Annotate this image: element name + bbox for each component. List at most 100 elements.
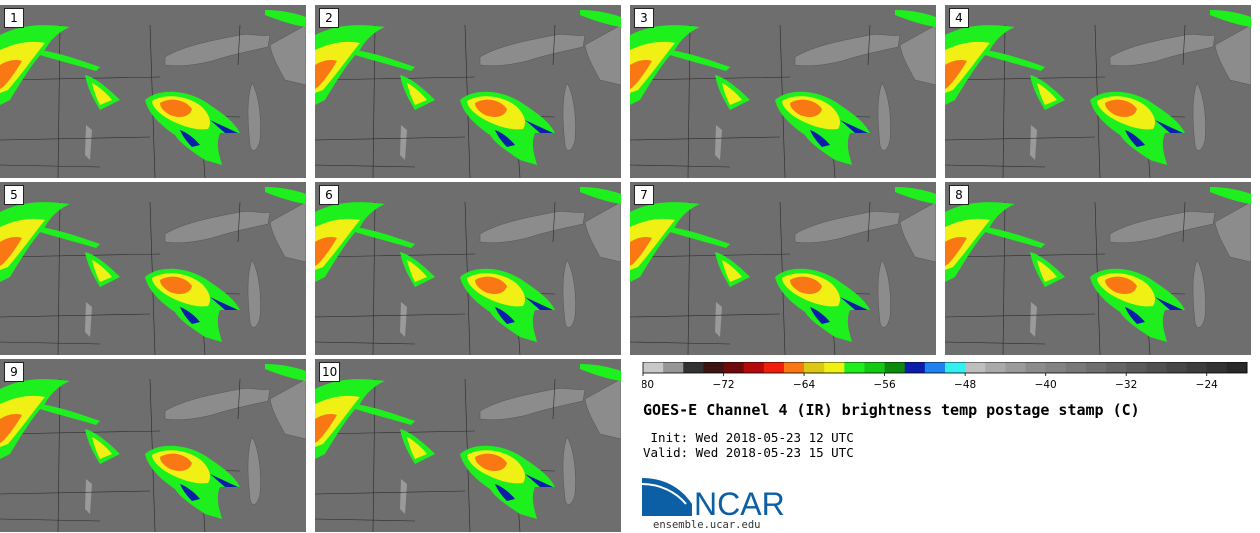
lake-superior xyxy=(479,211,586,244)
colorbar-segment xyxy=(1106,362,1127,373)
colorbar-segment xyxy=(1005,362,1027,373)
lake-michigan xyxy=(562,82,576,151)
colorbar-segment xyxy=(743,362,765,373)
colorbar-tick-label: −80 xyxy=(642,379,654,391)
lake-superior xyxy=(164,34,271,67)
lake-huron xyxy=(269,201,306,263)
lake-superior xyxy=(794,34,901,67)
lake-superior xyxy=(1109,211,1216,244)
panel-number-label: 8 xyxy=(949,185,969,205)
colorbar-segment xyxy=(663,362,684,373)
lake-small xyxy=(715,302,722,337)
colorbar-segment xyxy=(1065,362,1087,373)
panel-number-label: 1 xyxy=(4,8,24,28)
lake-huron xyxy=(899,201,936,263)
postage-stamp-panel: 7 xyxy=(630,182,936,355)
colorbar: −80−72−64−56−48−40−32−24−16−808162432 xyxy=(642,362,1248,391)
colorbar-segment xyxy=(1186,362,1208,373)
postage-stamp-panel: 5 xyxy=(0,182,306,355)
lake-michigan xyxy=(562,436,576,505)
colorbar-segment xyxy=(1025,362,1047,373)
lake-huron xyxy=(269,378,306,440)
colorbar-segment xyxy=(844,362,865,373)
postage-stamp-panel: 8 xyxy=(945,182,1251,355)
colorbar-segment xyxy=(763,362,785,373)
colorbar-segment xyxy=(1045,362,1067,373)
ncar-logo: NCAR xyxy=(642,478,785,518)
panel-number-label: 10 xyxy=(319,362,341,382)
lake-michigan xyxy=(247,259,261,328)
init-time: Init: Wed 2018-05-23 12 UTC xyxy=(643,430,854,445)
lake-huron xyxy=(1214,201,1251,263)
lake-small xyxy=(400,302,407,337)
postage-stamp-panel: 6 xyxy=(315,182,621,355)
colorbar-segment xyxy=(945,362,966,373)
colorbar-tick-label: −48 xyxy=(954,379,976,391)
lake-superior xyxy=(479,388,586,421)
colorbar-segment xyxy=(884,362,906,373)
lake-small xyxy=(715,125,722,160)
colorbar-segment xyxy=(723,362,745,373)
colorbar-segment xyxy=(1146,362,1167,373)
lake-small xyxy=(400,479,407,514)
ncar-logo-swoosh xyxy=(642,478,692,516)
panel-number-label: 7 xyxy=(634,185,654,205)
website-url: ensemble.ucar.edu xyxy=(653,519,761,531)
lake-michigan xyxy=(247,436,261,505)
lake-michigan xyxy=(877,259,891,328)
colorbar-segment xyxy=(965,362,986,373)
colorbar-tick-label: −64 xyxy=(793,379,815,391)
lake-superior xyxy=(479,34,586,67)
lake-small xyxy=(1030,125,1037,160)
colorbar-segment xyxy=(804,362,825,373)
valid-time: Valid: Wed 2018-05-23 15 UTC xyxy=(643,445,854,460)
colorbar-tick-label: −72 xyxy=(712,379,734,391)
panel-number-label: 5 xyxy=(4,185,24,205)
colorbar-segment xyxy=(1126,362,1147,373)
figure-title: GOES-E Channel 4 (IR) brightness temp po… xyxy=(643,401,1140,419)
lake-small xyxy=(85,125,92,160)
lake-small xyxy=(400,125,407,160)
lake-michigan xyxy=(1192,82,1206,151)
panel-number-label: 2 xyxy=(319,8,339,28)
postage-stamp-panel: 1 xyxy=(0,5,306,178)
lake-michigan xyxy=(562,259,576,328)
lake-small xyxy=(1030,302,1037,337)
lake-huron xyxy=(584,24,621,86)
lake-huron xyxy=(269,24,306,86)
lake-michigan xyxy=(877,82,891,151)
panel-number-label: 3 xyxy=(634,8,654,28)
colorbar-segment xyxy=(1226,362,1248,373)
lake-huron xyxy=(899,24,936,86)
postage-stamp-panel: 2 xyxy=(315,5,621,178)
lake-huron xyxy=(1214,24,1251,86)
colorbar-segment xyxy=(1085,362,1107,373)
colorbar-segment xyxy=(904,362,926,373)
lake-huron xyxy=(584,201,621,263)
colorbar-segment xyxy=(1166,362,1188,373)
lake-small xyxy=(85,479,92,514)
postage-stamp-panel: 4 xyxy=(945,5,1251,178)
panel-number-label: 9 xyxy=(4,362,24,382)
postage-stamp-panel: 9 xyxy=(0,359,306,532)
postage-stamp-panel: 3 xyxy=(630,5,936,178)
lake-superior xyxy=(164,388,271,421)
lake-michigan xyxy=(247,82,261,151)
lake-superior xyxy=(1109,34,1216,67)
colorbar-segment xyxy=(864,362,886,373)
postage-stamp-panel: 10 xyxy=(315,359,621,532)
colorbar-tick-label: −24 xyxy=(1196,379,1218,391)
colorbar-segment xyxy=(924,362,946,373)
lake-superior xyxy=(164,211,271,244)
colorbar-segment xyxy=(824,362,845,373)
colorbar-tick-label: −56 xyxy=(874,379,896,391)
panel-number-label: 6 xyxy=(319,185,339,205)
colorbar-segment xyxy=(643,362,664,373)
colorbar-segment xyxy=(783,362,805,373)
colorbar-frame xyxy=(642,362,1248,374)
colorbar-segment xyxy=(683,362,704,373)
lake-michigan xyxy=(1192,259,1206,328)
colorbar-segment xyxy=(703,362,725,373)
lake-superior xyxy=(794,211,901,244)
ncar-logo-text: NCAR xyxy=(694,486,785,518)
